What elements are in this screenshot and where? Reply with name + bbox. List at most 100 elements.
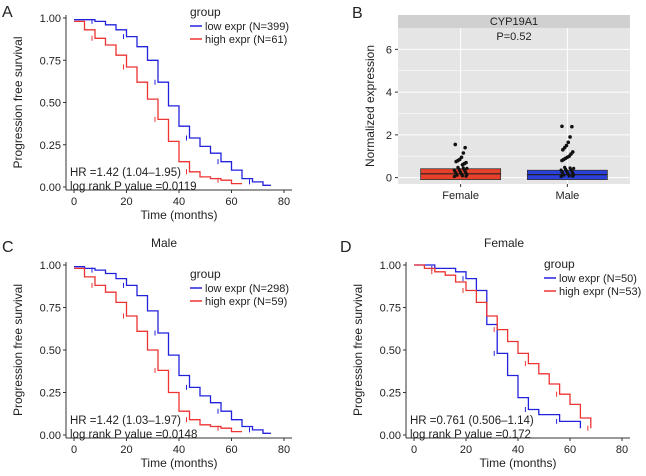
legend-entry-high: high expr (N=59) [205, 296, 287, 308]
x-tick-label: 40 [173, 444, 185, 456]
legend-title: group [190, 5, 221, 19]
y-tick-label: 0.75 [40, 303, 61, 315]
outlier-point-male [568, 135, 572, 139]
km-panel-d: 0.00 0.25 0.50 0.75 1.00 0 20 40 60 80 Time (month… [351, 236, 641, 470]
p-value-label: P=0.52 [496, 31, 531, 43]
x-axis-label: Time (months) [141, 208, 218, 222]
y-tick-label: 0 [386, 173, 392, 185]
jitter-point-male [559, 168, 563, 172]
series-line-low [74, 19, 271, 186]
x-tick-label: 80 [616, 444, 628, 456]
legend-entry-high: high expr (N=61) [205, 34, 287, 46]
jitter-point-female [452, 168, 456, 172]
x-tick-label-male: Male [555, 190, 579, 202]
jitter-point-female [464, 174, 468, 178]
x-tick-label: 80 [278, 444, 290, 456]
series-line-low [74, 266, 271, 434]
jitter-point-male [563, 165, 567, 169]
y-tick-label: 0.25 [40, 140, 61, 152]
series-line-high [74, 267, 242, 433]
x-tick-label: 20 [460, 444, 472, 456]
y-axis-label: Progression free survival [11, 284, 25, 416]
y-tick-label: 0.75 [40, 55, 61, 67]
outlier-point-female [454, 159, 458, 164]
x-tick-label: 20 [120, 444, 132, 456]
outlier-point-female [461, 151, 466, 155]
facet-strip [398, 15, 630, 28]
x-axis-label: Time (months) [141, 456, 218, 470]
legend-entry-low: low expr (N=298) [205, 283, 289, 295]
panel-title: Male [151, 236, 177, 250]
outlier-point-female [460, 162, 465, 167]
y-tick-label: 0.00 [40, 430, 61, 442]
legend-entry-low: low expr (N=399) [205, 21, 289, 33]
outlier-point-male [566, 140, 571, 145]
km-panel-a: 0.00 0.25 0.50 0.75 1.00 0 20 40 60 80 Time (month… [11, 5, 292, 222]
x-tick-label: 80 [278, 196, 290, 208]
jitter-point-male [571, 174, 575, 178]
km-panel-c: 0.00 0.25 0.50 0.75 1.00 0 20 40 60 80 Time (month… [11, 236, 292, 470]
jitter-point-female [456, 165, 460, 169]
x-tick-label: 0 [71, 444, 77, 456]
jitter-point-female [465, 166, 469, 170]
y-tick-label: 2 [386, 130, 392, 142]
x-tick-label: 60 [564, 444, 576, 456]
jitter-point-female [452, 174, 456, 179]
y-tick-label: 0.00 [40, 182, 61, 194]
jitter-point-male [572, 166, 576, 170]
panel-title: Female [484, 236, 524, 250]
x-tick-label: 60 [225, 444, 237, 456]
expression-panel-b: CYP19A1 P=0.52 0 2 4 6 Female Male Normalized ex… [363, 15, 630, 202]
y-tick-label: 1.00 [380, 260, 401, 272]
facet-title: CYP19A1 [490, 16, 538, 28]
y-tick-label: 0.25 [380, 388, 401, 400]
y-axis-label: Normalized expression [363, 45, 377, 167]
series-line-high [414, 264, 592, 429]
x-tick-label: 40 [512, 444, 524, 456]
y-tick-label: 1.00 [40, 260, 61, 272]
jitter-point-female [461, 166, 465, 170]
y-axis-label: Progression free survival [11, 36, 25, 168]
x-tick-label-female: Female [442, 190, 479, 202]
panel-letter-c: C [2, 239, 14, 256]
outlier-point-female [453, 142, 458, 147]
annotation-text: HR =0.761 (0.506–1.14) [410, 415, 534, 427]
annotation-text: log rank P value =0.0148 [70, 429, 197, 441]
annotation-text: log rank P value =0.172 [410, 429, 531, 441]
y-tick-label: 1.00 [40, 13, 61, 25]
y-tick-label: 0.50 [380, 345, 401, 357]
x-tick-label: 20 [120, 196, 132, 208]
y-tick-label: 0.50 [40, 345, 61, 357]
y-tick-label: 6 [386, 44, 392, 56]
annotation-text: log rank P value =0.0119 [70, 181, 197, 193]
x-tick-label: 0 [71, 196, 77, 208]
panel-letter-a: A [2, 4, 13, 21]
y-tick-label: 4 [386, 87, 392, 99]
legend-entry-low: low expr (N=50) [559, 273, 637, 285]
y-tick-label: 0.25 [40, 388, 61, 400]
jitter-point-male [559, 174, 563, 179]
series-line-high [74, 20, 242, 185]
outlier-point-male [560, 124, 564, 129]
outlier-point-female [463, 145, 467, 150]
x-tick-label: 60 [225, 196, 237, 208]
panel-letter-d: D [340, 239, 352, 256]
legend-entry-high: high expr (N=53) [559, 286, 641, 298]
x-tick-label: 40 [173, 196, 185, 208]
legend-title: group [190, 267, 221, 281]
x-axis-label: Time (months) [480, 456, 557, 470]
y-axis-label: Progression free survival [351, 284, 365, 416]
x-tick-label: 0 [411, 444, 417, 456]
annotation-text: HR =1.42 (1.03–1.97) [70, 415, 181, 427]
annotation-text: HR =1.42 (1.04–1.95) [70, 167, 181, 179]
outlier-point-male [560, 158, 564, 163]
outlier-point-male [561, 148, 565, 152]
y-tick-label: 0.75 [380, 303, 401, 315]
plot-background [398, 28, 630, 184]
jitter-point-male [568, 166, 572, 170]
series-line-low [414, 264, 582, 429]
panel-letter-b: B [352, 5, 363, 22]
legend-title: group [544, 257, 575, 271]
y-tick-label: 0.50 [40, 98, 61, 110]
